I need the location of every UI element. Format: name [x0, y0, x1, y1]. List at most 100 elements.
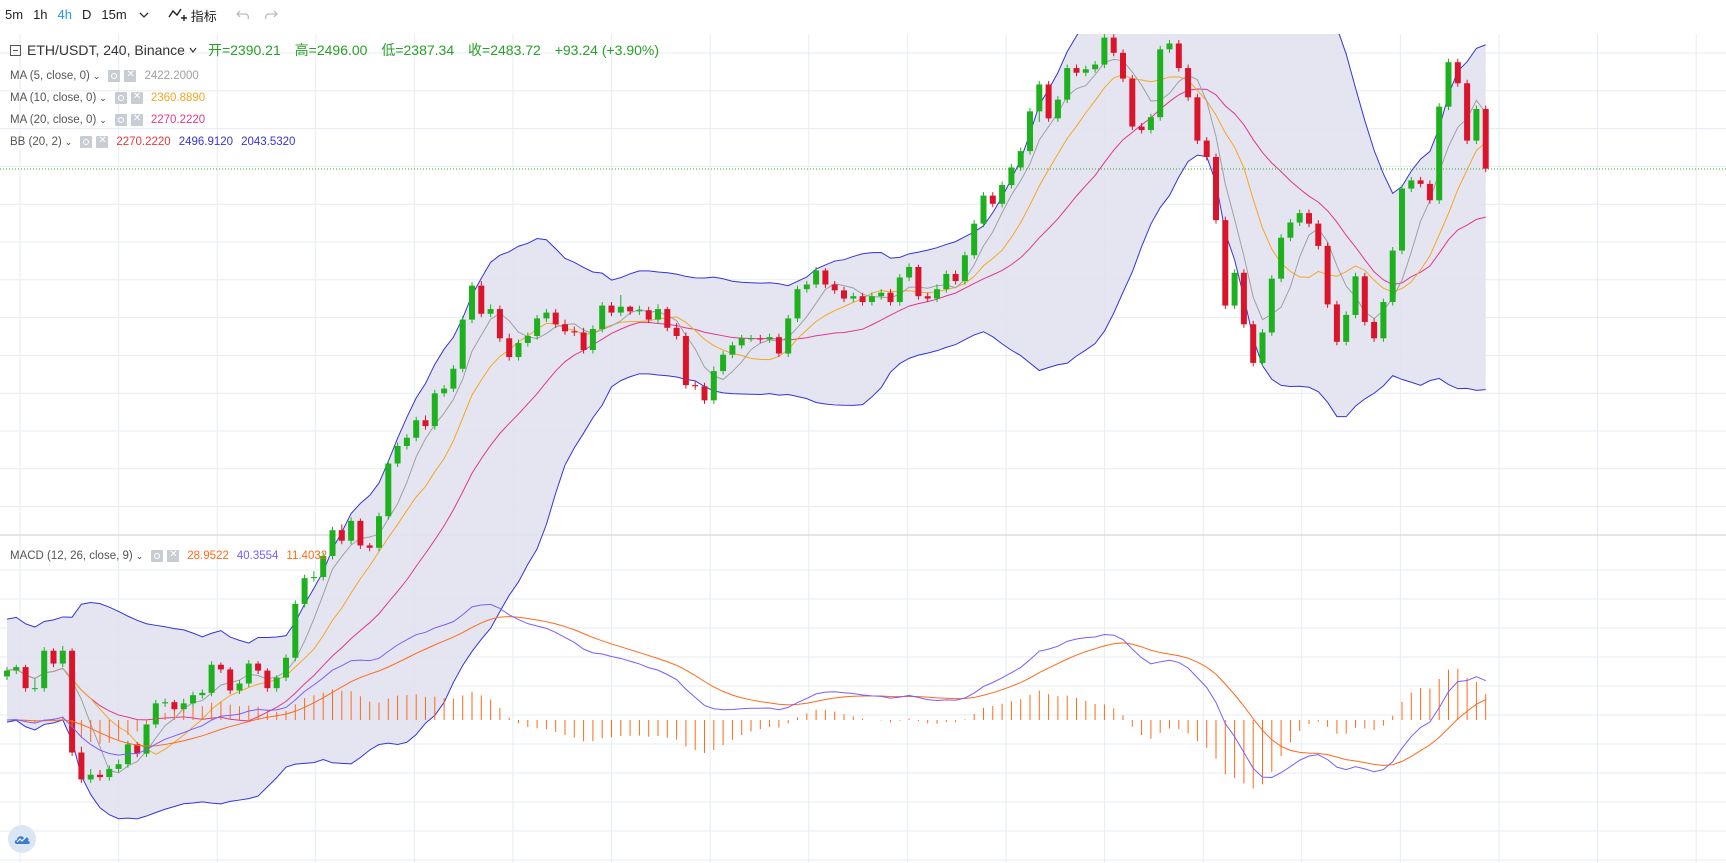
close-value: 收=2483.72 [468, 42, 541, 58]
chevron-down-icon[interactable] [188, 45, 198, 55]
candle-body [320, 555, 327, 578]
candle-body [1399, 188, 1405, 251]
candle-body [980, 195, 987, 224]
collapse-legend-button[interactable] [10, 44, 21, 56]
candle-body [785, 318, 792, 354]
candle-body [394, 445, 401, 464]
eye-icon[interactable] [151, 550, 164, 562]
candle-body [338, 530, 345, 541]
candle-body [878, 292, 885, 297]
candle-body [348, 520, 355, 541]
close-icon[interactable] [130, 91, 143, 104]
chart-canvas[interactable] [0, 34, 1726, 863]
eye-icon[interactable] [80, 136, 93, 148]
candle-body [999, 185, 1006, 204]
candle-body [273, 677, 280, 689]
timeframe-dropdown[interactable] [132, 9, 156, 21]
candle-body [422, 420, 429, 427]
candle-body [1473, 109, 1480, 141]
redo-icon [264, 10, 278, 20]
candle-body [1008, 167, 1015, 186]
indicators-button[interactable]: 指标 [162, 6, 223, 25]
candle-body [4, 670, 10, 677]
candle-body [171, 702, 178, 710]
candle-body [1333, 304, 1340, 342]
timeframe-5m[interactable]: 5m [5, 7, 24, 22]
candle-body [720, 354, 727, 372]
eye-icon[interactable] [108, 70, 121, 82]
timeframe-1h[interactable]: 1h [33, 7, 48, 22]
candle-body [934, 289, 940, 299]
macd-label[interactable]: MACD (12, 26, close, 9) [10, 550, 133, 562]
candle-body [1315, 223, 1322, 246]
macd-legend: MACD (12, 26, close, 9)⌄ 28.9522 40.3554… [10, 549, 328, 562]
candle-body [329, 530, 336, 556]
eye-icon[interactable] [114, 92, 127, 104]
candle-body [524, 335, 531, 344]
ma10-label[interactable]: MA (10, close, 0) [10, 92, 97, 104]
candle-body [636, 310, 643, 312]
undo-button[interactable] [229, 8, 257, 22]
candle-body [571, 331, 578, 333]
tradingview-logo-button[interactable] [8, 825, 36, 853]
candle-body [543, 312, 550, 319]
eye-icon[interactable] [114, 114, 127, 126]
candle-body [1343, 314, 1350, 342]
bollinger-lower-line [6, 154, 1486, 820]
bollinger-upper-line [6, 34, 1486, 644]
candle-body [589, 328, 596, 351]
redo-button[interactable] [257, 8, 285, 22]
symbol-title[interactable]: ETH/USDT, 240, Binance [27, 42, 185, 58]
candle-body [701, 386, 708, 401]
timeframe-d[interactable]: D [82, 7, 92, 22]
bb-label[interactable]: BB (20, 2) [10, 136, 62, 148]
candle-body [1213, 156, 1219, 221]
candle-body [413, 420, 420, 438]
candle-body [22, 667, 29, 689]
candle-body [655, 309, 661, 320]
candle-body [1222, 220, 1229, 306]
candle-body [841, 290, 847, 299]
close-icon[interactable] [130, 113, 143, 126]
candle-body [255, 663, 262, 671]
candle-body [608, 305, 615, 313]
candle-body [664, 309, 671, 328]
candle-body [1436, 106, 1443, 201]
candle-body [1306, 213, 1312, 224]
macd-line-value: 40.3554 [236, 550, 279, 562]
ma5-legend: MA (5, close, 0)⌄ 2422.2000 [10, 69, 199, 82]
candle-body [236, 683, 243, 691]
candle-body [562, 324, 568, 332]
ma10-value: 2360.8890 [150, 92, 206, 104]
ma20-legend: MA (20, close, 0)⌄ 2270.2220 [10, 113, 205, 126]
close-icon[interactable] [124, 69, 137, 82]
timeframe-15m[interactable]: 15m [101, 7, 127, 22]
timeframe-4h[interactable]: 4h [57, 7, 72, 22]
candle-body [450, 368, 457, 389]
candle-body [1287, 222, 1294, 238]
candle-body [766, 337, 773, 340]
close-icon[interactable] [167, 549, 180, 562]
ma10-legend: MA (10, close, 0)⌄ 2360.8890 [10, 91, 206, 104]
candle-body [1231, 272, 1238, 306]
ma5-label[interactable]: MA (5, close, 0) [10, 70, 90, 82]
candle-body [1203, 140, 1210, 157]
candle-body [1445, 62, 1452, 107]
candle-body [1380, 302, 1387, 339]
candle-body [1092, 64, 1099, 70]
close-icon[interactable] [96, 135, 109, 148]
candle-body [896, 277, 903, 303]
candle-body [552, 312, 559, 325]
candle-body [1194, 97, 1201, 141]
macd-signal-value: 11.4032 [286, 550, 328, 562]
bb-legend: BB (20, 2)⌄ 2270.2220 2496.9120 2043.532… [10, 135, 295, 148]
bb-basis-value: 2270.2220 [116, 136, 171, 148]
indicator-icon [168, 8, 187, 21]
candle-body [794, 289, 801, 319]
ma20-line [6, 88, 1486, 722]
candle-body [385, 463, 392, 517]
ma20-label[interactable]: MA (20, close, 0) [10, 114, 97, 126]
candle-body [1120, 52, 1126, 79]
candle-body [850, 296, 857, 299]
candle-body [403, 437, 410, 446]
